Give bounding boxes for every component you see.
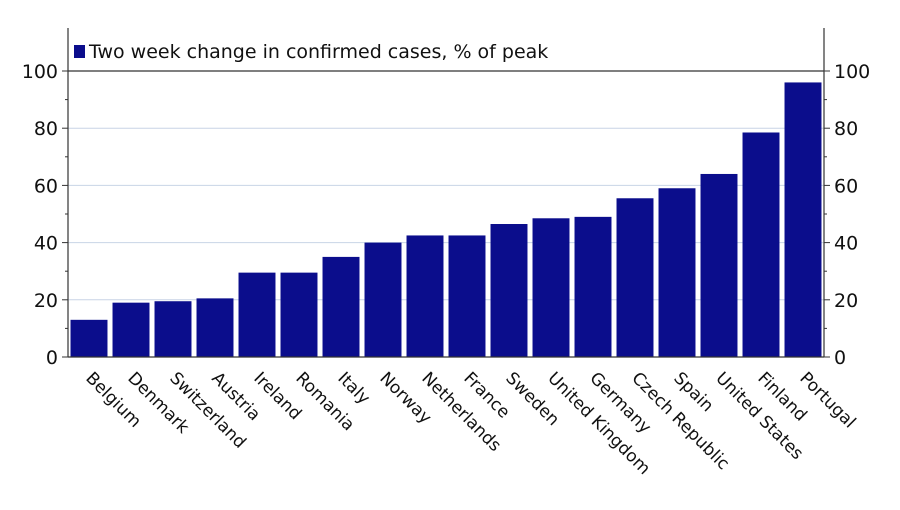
y-tick-label-left: 60 [34,175,58,197]
y-tick-label-right: 20 [834,290,858,312]
y-tick-label-right: 40 [834,233,858,255]
bar [406,235,444,357]
y-axis-left: 0 20 40 60 80 100 [22,61,68,369]
bar [490,224,528,357]
y-tick-label-right: 80 [834,118,858,140]
y-tick-label-left: 20 [34,290,58,312]
bar [196,298,234,357]
legend-label: Two week change in confirmed cases, % of… [88,41,548,63]
bar [154,301,192,357]
bar [238,272,276,357]
bar [112,302,150,357]
bar [532,218,570,357]
bar [448,235,486,357]
bar [700,173,738,357]
bar [784,82,822,357]
legend-swatch [74,45,85,58]
axes [67,28,825,358]
y-tick-label-right: 60 [834,175,858,197]
y-tick-label-left: 40 [34,233,58,255]
y-axis-right: 0 20 40 60 80 100 [824,61,870,369]
x-tick-label: Portugal [795,368,859,432]
y-tick-label-right: 100 [834,61,870,83]
bar [280,272,318,357]
bars [70,82,822,357]
bar [658,188,696,357]
bar [616,198,654,357]
gridlines [68,70,824,301]
bar [574,216,612,357]
y-tick-label-left: 80 [34,118,58,140]
y-tick-label-left: 100 [22,61,58,83]
bar [742,132,780,357]
bar [364,242,402,357]
x-axis-categories: BelgiumDenmarkSwitzerlandAustriaIrelandR… [81,368,859,479]
y-tick-label-left: 0 [46,347,58,369]
legend: Two week change in confirmed cases, % of… [74,41,548,63]
bar [70,319,108,357]
bar [322,256,360,357]
plot-background [68,28,824,357]
y-tick-label-right: 0 [834,347,846,369]
